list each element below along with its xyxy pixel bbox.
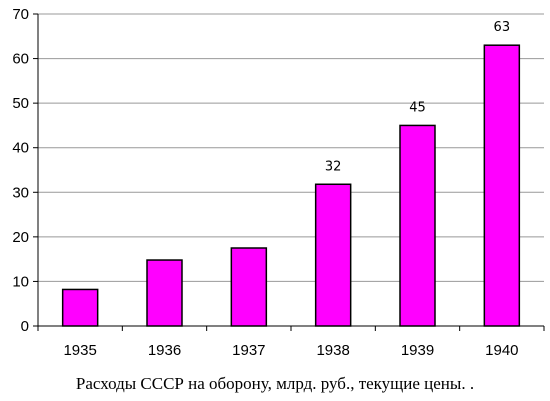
bar-chart: 0 10 20 30 40 50 60 70 1935 1936 1937 1938 1939 1940… [12,6,545,359]
y-tick-label: 40 [12,140,29,157]
y-tick-label: 50 [12,95,29,112]
bar-1936 [146,259,183,327]
x-tick-label: 1938 [316,342,349,359]
bar-1937 [230,247,268,327]
x-tick-label: 1936 [148,342,181,359]
chart-caption: Расходы СССР на оборону, млрд. руб., тек… [75,374,475,393]
bar-1940 [483,44,521,327]
data-labels: 32 45 63 [325,20,510,174]
bar-1938 [314,183,352,327]
x-tick-label: 1940 [485,342,518,359]
bars [61,44,521,327]
data-label: 32 [325,159,342,174]
x-tick-label: 1937 [232,342,265,359]
data-label: 45 [409,100,426,115]
data-label: 63 [494,20,511,35]
x-tick-label: 1935 [63,342,96,359]
x-tick-labels: 1935 1936 1937 1938 1939 1940 [63,342,518,359]
axes [33,13,545,331]
y-tick-label: 0 [21,318,29,335]
bar-1939 [399,124,436,327]
y-tick-label: 30 [12,184,29,201]
gridlines [38,13,544,282]
x-tick-label: 1939 [401,342,434,359]
y-tick-label: 20 [12,229,29,246]
bar-1935 [61,288,99,327]
y-tick-labels: 0 10 20 30 40 50 60 70 [12,6,29,335]
y-tick-label: 60 [12,51,29,68]
y-tick-label: 70 [12,6,29,23]
y-tick-label: 10 [12,273,29,290]
